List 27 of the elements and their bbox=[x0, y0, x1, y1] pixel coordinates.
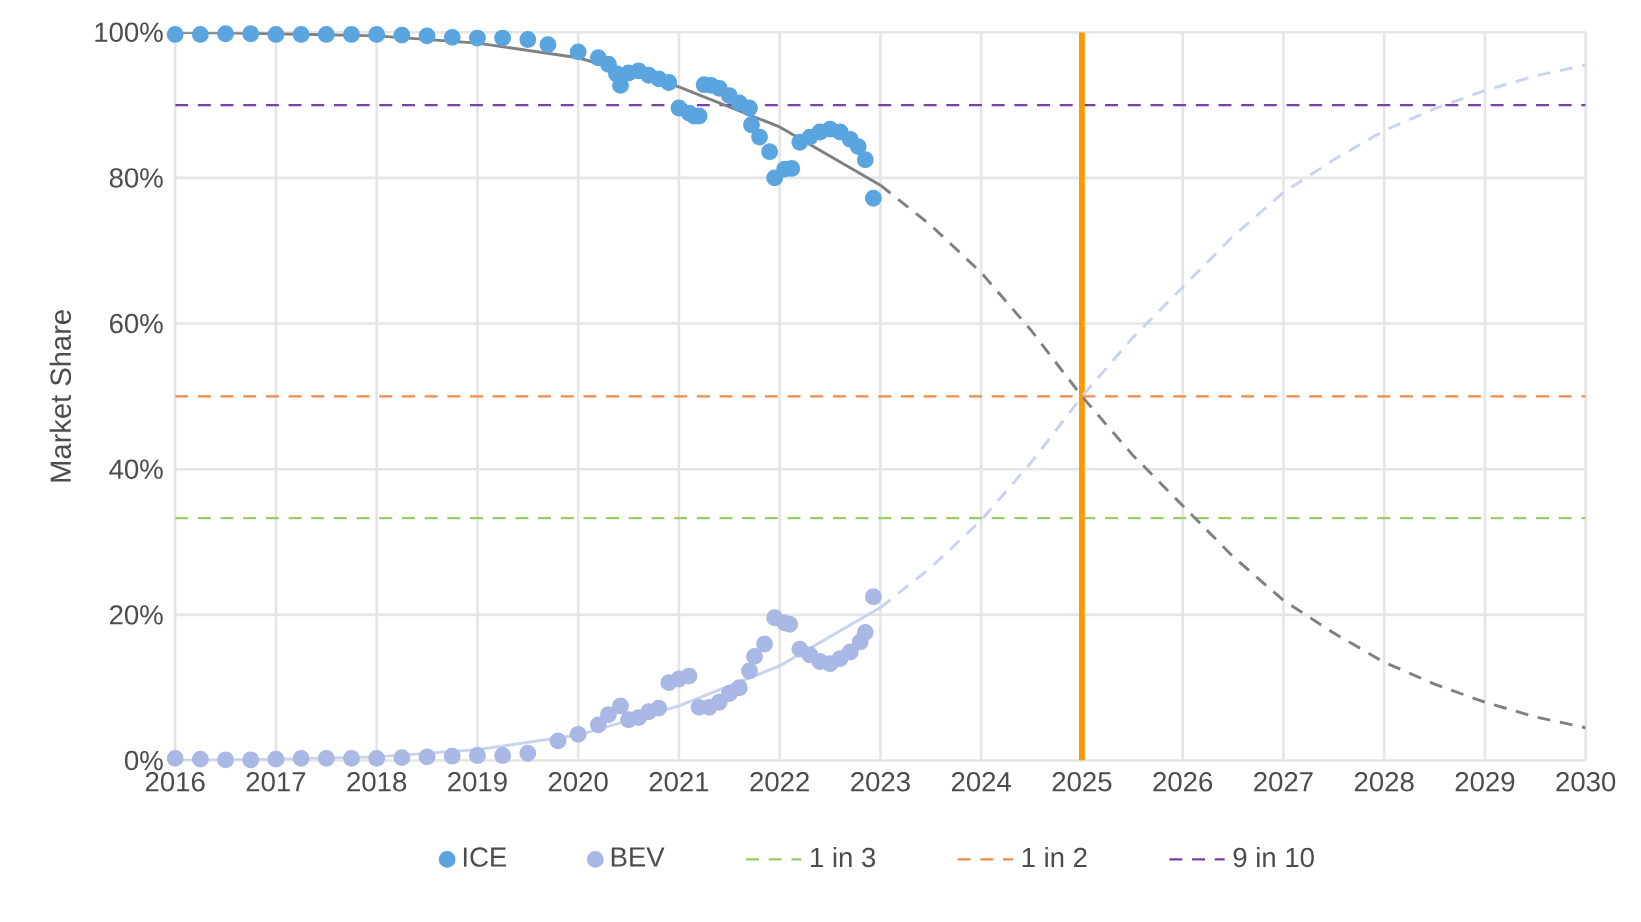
y-tick-label: 60% bbox=[110, 313, 163, 334]
x-tick-label: 2021 bbox=[649, 772, 709, 792]
y-tick-label: 40% bbox=[109, 459, 163, 480]
x-tick-label: 2030 bbox=[1556, 772, 1616, 792]
x-tick-label: 2027 bbox=[1254, 772, 1313, 792]
x-tick-label: 2022 bbox=[750, 772, 809, 792]
y-tick-label: 0% bbox=[124, 750, 163, 771]
x-tick-label: 2026 bbox=[1153, 772, 1213, 792]
x-tick-label: 2017 bbox=[246, 772, 306, 792]
legend-label: 1 in 3 bbox=[811, 847, 876, 868]
legend-label: BEV bbox=[611, 847, 665, 867]
x-tick-label: 2018 bbox=[347, 772, 407, 792]
y-tick-label: 80% bbox=[109, 168, 163, 188]
x-tick-label: 2028 bbox=[1354, 772, 1414, 792]
x-tick-label: 2025 bbox=[1052, 772, 1112, 792]
x-tick-label: 2019 bbox=[448, 772, 507, 792]
legend-label: 1 in 2 bbox=[1022, 847, 1087, 867]
x-tick-label: 2016 bbox=[145, 772, 205, 792]
y-tick-label: 20% bbox=[109, 605, 163, 625]
x-tick-label: 2029 bbox=[1455, 772, 1515, 792]
x-tick-label: 2023 bbox=[851, 772, 910, 792]
legend-label: ICE bbox=[463, 847, 507, 867]
legend-label: 9 in 10 bbox=[1233, 847, 1314, 868]
y-axis-title: Market Share bbox=[49, 310, 72, 482]
x-tick-label: 2020 bbox=[548, 772, 608, 792]
y-tick-label: 100% bbox=[95, 22, 163, 43]
x-tick-label: 2024 bbox=[951, 772, 1012, 792]
